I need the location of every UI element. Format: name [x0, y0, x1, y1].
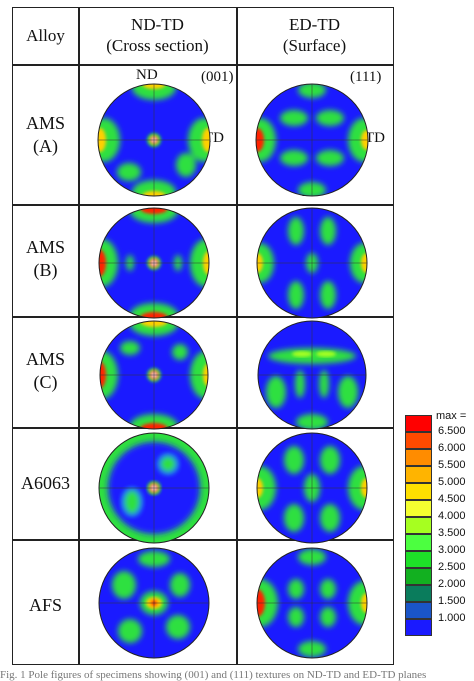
pole-figure-111-ams-b	[256, 207, 368, 319]
legend-swatch	[405, 466, 432, 483]
legend-swatch	[405, 483, 432, 500]
alloy-name: AMS	[25, 237, 65, 257]
row-divider	[13, 204, 393, 206]
column-divider	[236, 8, 238, 664]
legend-swatch	[405, 602, 432, 619]
pole-figure-table: Alloy ND-TD (Cross section) ED-TD (Surfa…	[12, 7, 394, 665]
legend-value: 1.500	[438, 595, 466, 607]
legend-swatch	[405, 585, 432, 602]
alloy-name: AMS	[25, 349, 65, 369]
pole-figure-111-a6063	[256, 432, 368, 544]
alloy-name: A6063	[21, 473, 70, 493]
alloy-name: AMS	[25, 113, 65, 133]
pole-figure-001-ams-c	[99, 320, 209, 430]
plane-label-111: (111)	[350, 69, 382, 85]
legend-value: 4.500	[438, 493, 466, 505]
pole-figure-111-ams-a	[255, 83, 369, 197]
td-axis-label: TD	[365, 130, 385, 146]
alloy-label-afs: AFS	[13, 594, 78, 617]
legend-swatch	[405, 432, 432, 449]
legend-swatch	[405, 534, 432, 551]
header-nd-td: ND-TD (Cross section)	[79, 14, 236, 56]
legend-value: 2.500	[438, 561, 466, 573]
legend-title: max =	[436, 410, 467, 422]
pole-figure-001-afs	[98, 547, 210, 659]
legend-value: 5.000	[438, 476, 466, 488]
alloy-variant: (A)	[33, 136, 58, 156]
legend-swatch	[405, 449, 432, 466]
alloy-label-a6063: A6063	[13, 472, 78, 495]
legend-swatch	[405, 500, 432, 517]
header-ed-td-line1: ED-TD	[289, 15, 340, 34]
legend-swatch	[405, 568, 432, 585]
alloy-variant: (B)	[33, 260, 58, 280]
row-divider	[13, 539, 393, 541]
legend-value: 6.000	[438, 442, 466, 454]
alloy-name: AFS	[28, 595, 63, 615]
plane-label-001: (001)	[201, 69, 234, 85]
intensity-legend: max = 6.500 6.000 5.500 5.000 4.500 4.000 3.50…	[402, 410, 474, 636]
header-ed-td: ED-TD (Surface)	[237, 14, 392, 56]
header-nd-td-line2: (Cross section)	[106, 36, 209, 55]
pole-figure-111-afs	[256, 547, 368, 659]
legend-value: 3.500	[438, 527, 466, 539]
row-divider	[13, 316, 393, 318]
nd-axis-label: ND	[136, 67, 158, 83]
legend-value: 3.000	[438, 544, 466, 556]
legend-swatch	[405, 517, 432, 534]
alloy-label-ams-a: AMS (A)	[13, 112, 78, 158]
row-divider	[13, 64, 393, 66]
alloy-label-ams-b: AMS (B)	[13, 236, 78, 282]
legend-value: 4.000	[438, 510, 466, 522]
legend-swatch	[405, 415, 432, 432]
alloy-variant: (C)	[33, 372, 58, 392]
legend-value: 5.500	[438, 459, 466, 471]
alloy-label-ams-c: AMS (C)	[13, 348, 78, 394]
header-nd-td-line1: ND-TD	[131, 15, 184, 34]
legend-value: 1.000	[438, 612, 466, 624]
legend-value: 6.500	[438, 425, 466, 437]
pole-figure-001-ams-b	[98, 207, 210, 319]
legend-swatch	[405, 551, 432, 568]
legend-value: 2.000	[438, 578, 466, 590]
pole-figure-001-a6063	[98, 432, 210, 544]
legend-swatch	[405, 619, 432, 636]
column-divider	[78, 8, 80, 664]
figure-caption: Fig. 1 Pole figures of specimens showing…	[0, 669, 427, 681]
header-alloy: Alloy	[26, 26, 65, 45]
row-divider	[13, 427, 393, 429]
header-ed-td-line2: (Surface)	[282, 36, 347, 55]
pole-figure-111-ams-c	[257, 320, 367, 430]
pole-figure-001-ams-a	[97, 83, 211, 197]
